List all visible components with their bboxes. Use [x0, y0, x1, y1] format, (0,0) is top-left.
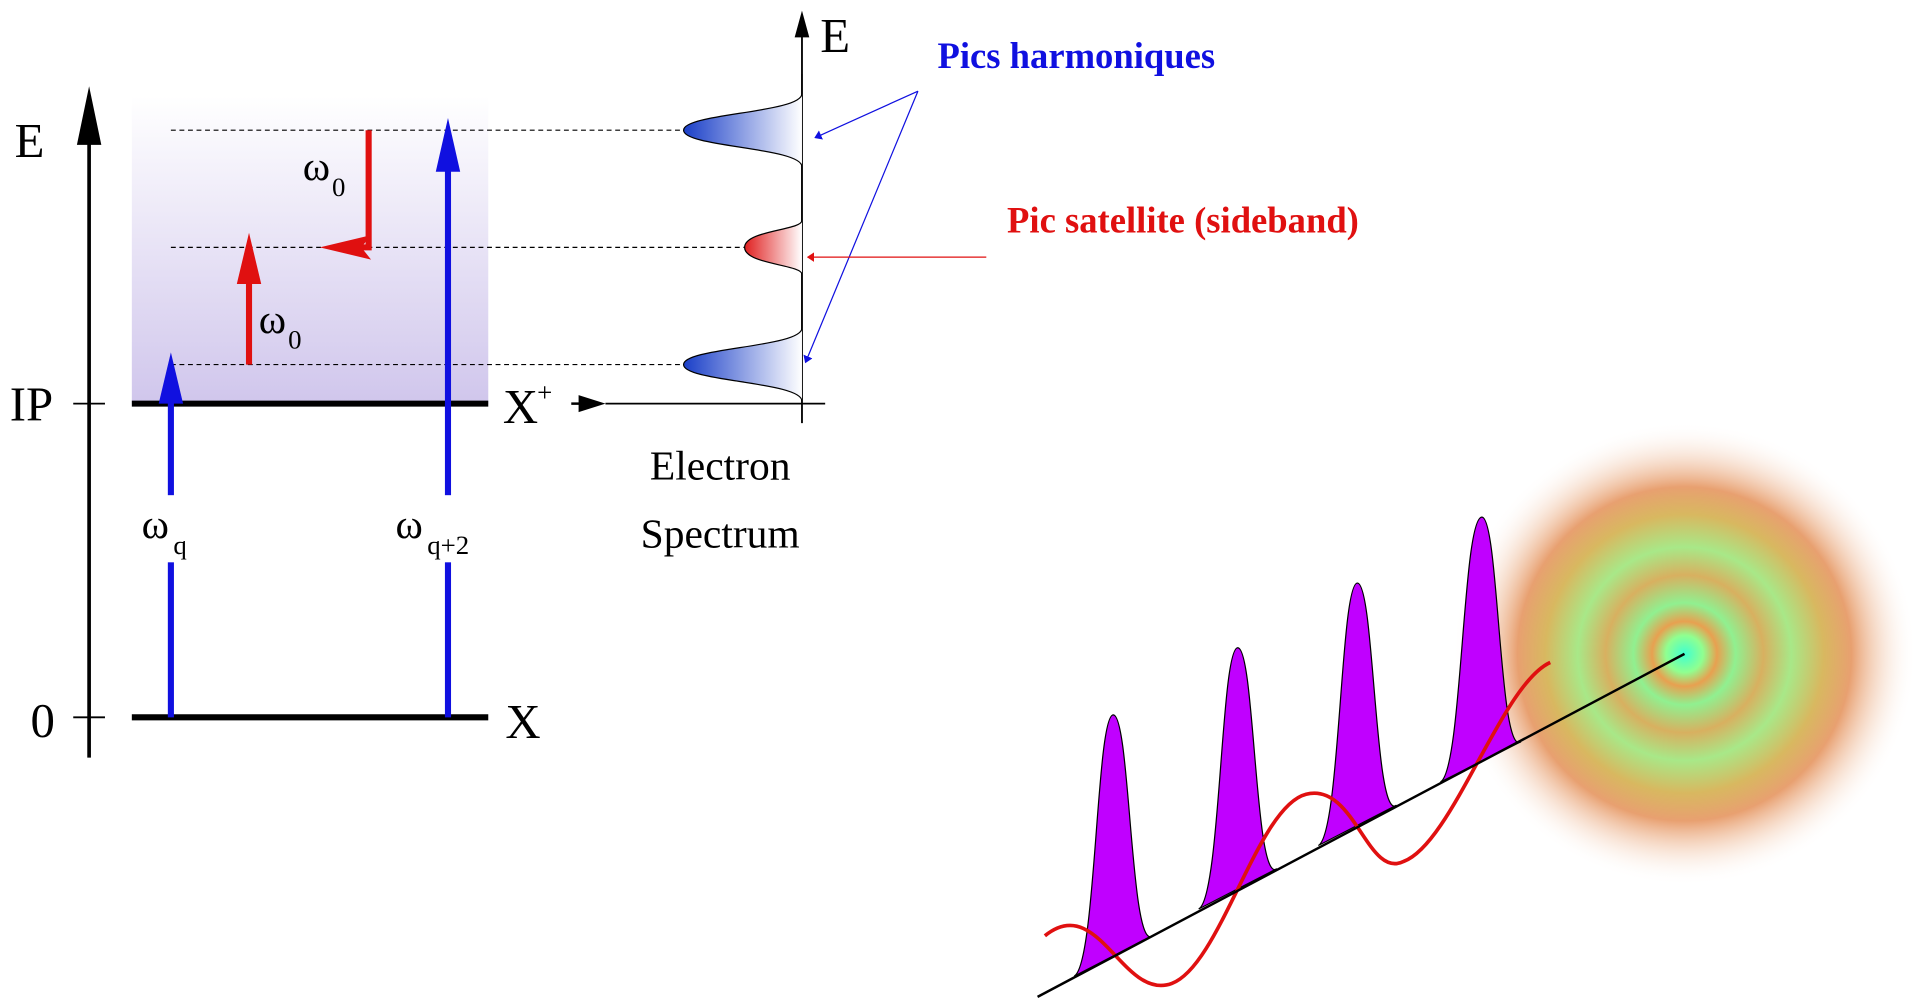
- continuum: [131, 96, 489, 404]
- axis-arrow: [76, 86, 102, 145]
- svg-text:ω: ω: [303, 143, 330, 189]
- svg-text:0: 0: [288, 325, 301, 355]
- spectrum-title: Electron: [650, 442, 791, 488]
- svg-text:X: X: [503, 379, 538, 434]
- state-label: X: [505, 694, 540, 749]
- svg-text:+: +: [537, 377, 552, 407]
- axis-label: E: [820, 8, 850, 63]
- svg-text:ω: ω: [142, 501, 169, 547]
- transition-label: ω q+2: [395, 501, 469, 560]
- svg-text:ω: ω: [395, 501, 422, 547]
- svg-text:0: 0: [332, 172, 345, 202]
- sideband-label: Pic satellite (sideband): [1007, 200, 1359, 241]
- svg-text:q: q: [173, 530, 186, 560]
- harmonics-label: Pics harmoniques: [937, 35, 1215, 76]
- svg-text:ω: ω: [259, 296, 286, 342]
- axis-label: E: [15, 113, 45, 168]
- annotations: Pics harmoniques Pic satellite (sideband…: [803, 35, 1359, 364]
- spectrum: E Electron Spectrum: [571, 8, 850, 557]
- level-label: IP: [10, 377, 53, 432]
- state-label: X+: [503, 377, 552, 434]
- spectrum-title: Spectrum: [641, 511, 800, 557]
- level-label: 0: [31, 693, 55, 748]
- svg-text:q+2: q+2: [427, 530, 469, 560]
- pulse-train: [1036, 422, 1914, 998]
